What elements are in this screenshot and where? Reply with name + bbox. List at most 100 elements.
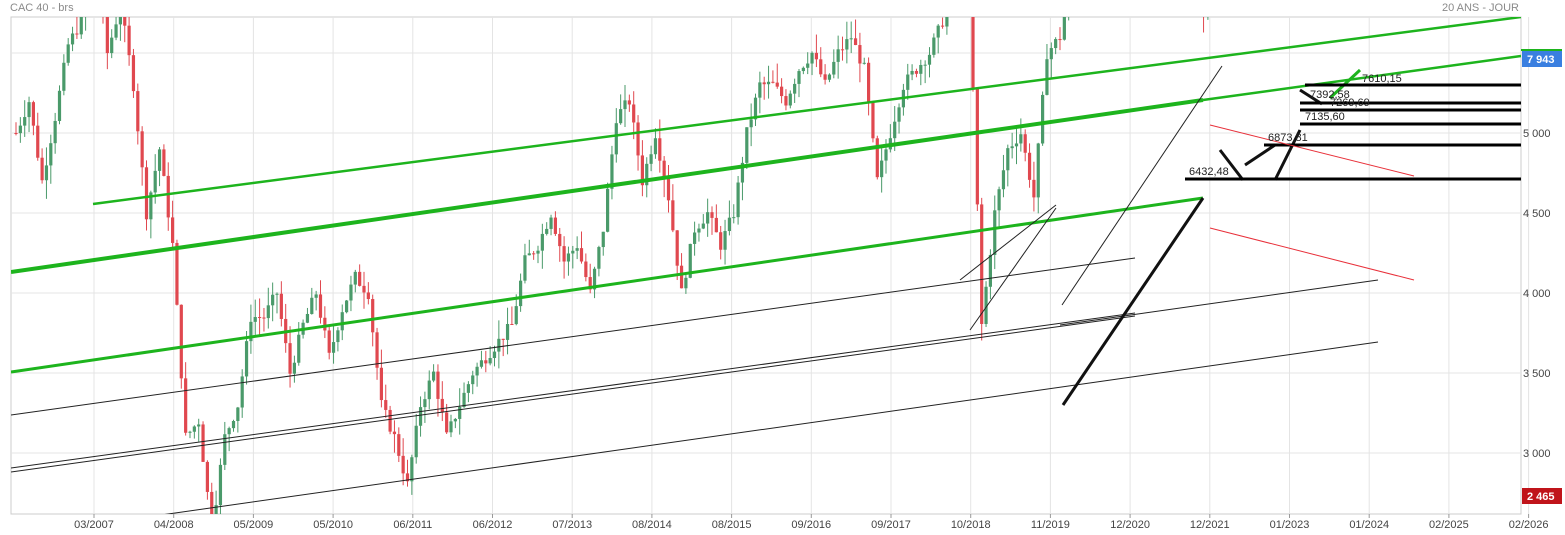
candle [619,94,623,125]
y-tick-label: 4 000 [1523,288,1551,300]
candle [1010,132,1014,159]
candle [31,100,35,136]
x-tick-label: 07/2013 [552,519,592,531]
candle [940,17,945,29]
candle [988,249,992,300]
candle [706,198,710,237]
candle [192,425,196,439]
candle [606,182,610,233]
green-trend-main[interactable] [11,98,1204,274]
green-trend-main-ext[interactable] [1202,54,1521,102]
candle [475,362,479,387]
candle [584,253,588,282]
candle [784,89,788,111]
candle [27,96,31,133]
candle [458,388,462,435]
candle [923,60,927,84]
candle [562,236,566,279]
candle [632,91,636,140]
candle [553,211,557,236]
candle [827,73,832,83]
candle [549,214,553,236]
candle [984,281,988,327]
level-annotation: 6873,81 [1268,132,1308,144]
black-channel-3[interactable] [140,341,1379,518]
candle [649,145,653,172]
candle [997,186,1001,227]
candle [645,157,649,198]
candle [736,175,740,225]
candle [449,414,453,438]
y-tick-label: 3 500 [1523,368,1551,380]
green-trend-low[interactable] [11,196,1204,374]
candle [266,287,270,329]
candle [244,330,249,385]
candle [1014,128,1019,165]
y-tick-label: 3 000 [1523,448,1551,460]
red-support-upper[interactable] [1209,124,1415,177]
candle [836,35,840,79]
candle [601,231,605,256]
candle [932,33,936,58]
candle [571,245,575,269]
x-tick-label: 10/2018 [951,519,991,531]
candle [144,160,149,231]
black-channel-4[interactable] [1059,279,1379,326]
candle [462,382,466,408]
candle [980,197,984,341]
black-channel-2a[interactable] [11,312,1136,469]
candle [275,292,279,314]
candle [875,135,879,180]
candle [710,206,714,235]
black-wedge-a[interactable] [969,207,1057,331]
candle [540,223,544,269]
green-trend-top[interactable] [92,17,1521,206]
candle [323,306,327,339]
candle [592,266,597,299]
candle [740,156,745,201]
candle [823,64,827,85]
candle [766,65,771,99]
candle [418,396,423,437]
candle [236,406,240,433]
x-tick-label: 02/2026 [1509,519,1549,531]
candle [762,76,766,100]
black-wedge-b[interactable] [959,204,1057,281]
candle [1062,17,1066,41]
candle [436,364,440,417]
black-channel-2b[interactable] [11,315,1136,473]
candle [423,391,427,423]
candle [253,299,257,335]
black-thick-2[interactable] [1218,149,1245,181]
candle [627,94,631,112]
candle [127,17,131,66]
candle [379,349,383,408]
candle [218,458,223,514]
black-channel-1[interactable] [11,257,1136,416]
candle [954,0,957,10]
black-channel-5[interactable] [1061,65,1223,306]
black-thick-3[interactable] [1244,143,1276,167]
candle [1198,0,1201,11]
candle [501,338,505,357]
candle [18,117,22,143]
candle [105,17,109,70]
candle [545,222,549,236]
candle [453,417,457,429]
candle [597,245,601,277]
candle [110,29,114,59]
red-support-lower[interactable] [1209,227,1415,281]
candle [510,306,514,325]
candle [1041,91,1045,146]
candle [488,346,492,366]
candle [136,83,140,145]
black-thick-4[interactable] [1273,129,1302,181]
candle [231,419,236,432]
x-tick-label: 05/2009 [234,519,274,531]
x-tick-label: 09/2017 [871,519,911,531]
candle [427,370,431,410]
x-tick-label: 04/2008 [154,519,194,531]
black-thick-1[interactable] [1061,197,1205,406]
